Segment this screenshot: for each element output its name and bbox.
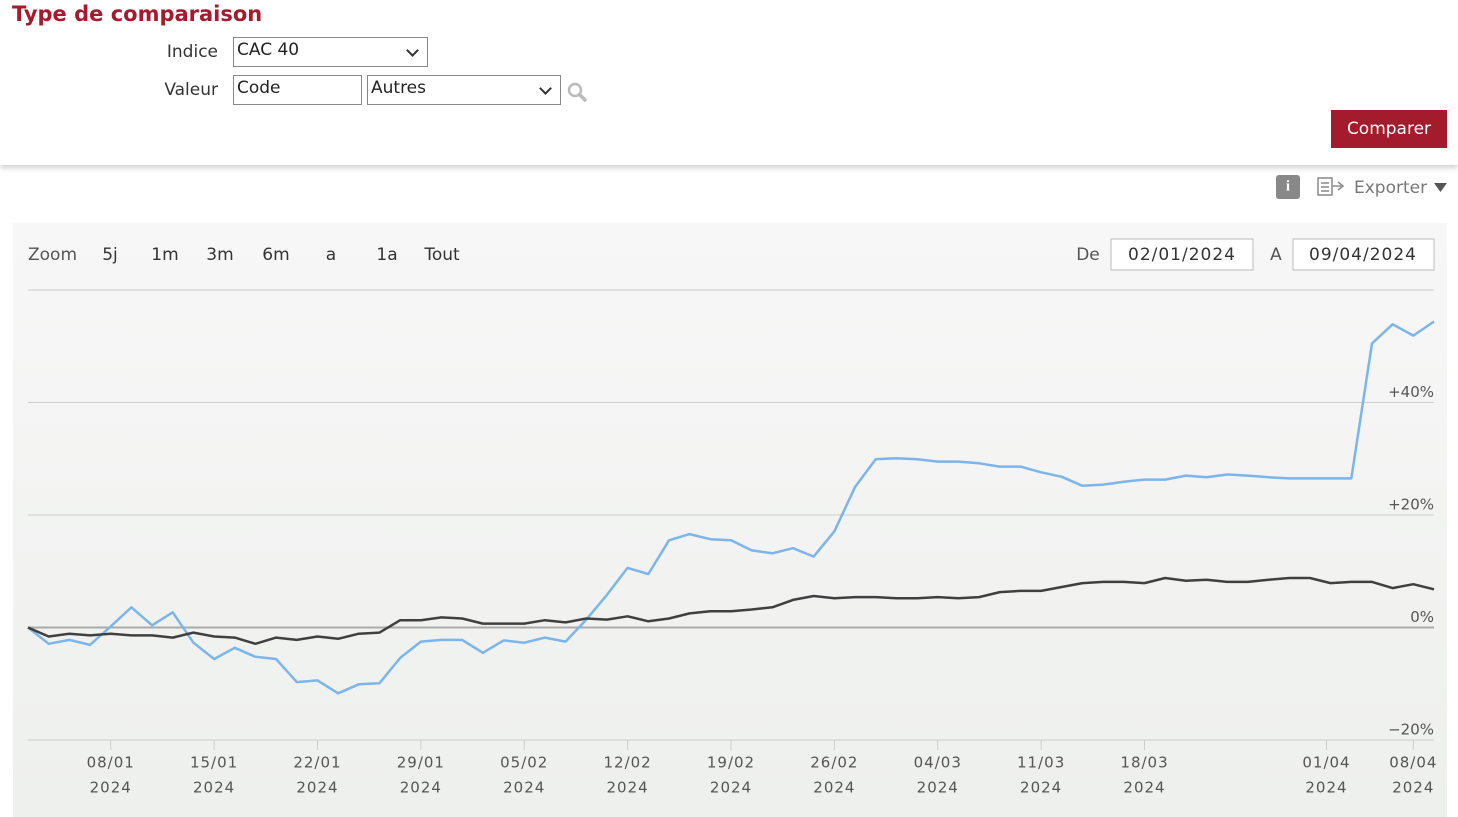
zoom-button[interactable]: 1m bbox=[151, 245, 178, 265]
x-tick-year: 2024 bbox=[1020, 779, 1062, 797]
x-tick-label: 04/03 bbox=[914, 754, 962, 772]
x-tick-label: 12/02 bbox=[604, 754, 652, 772]
x-tick-label: 08/04 bbox=[1389, 754, 1437, 772]
indice-select[interactable]: CAC 40 bbox=[233, 37, 428, 67]
x-tick-year: 2024 bbox=[607, 779, 649, 797]
from-input[interactable] bbox=[1110, 238, 1254, 271]
indice-label: Indice bbox=[166, 42, 218, 62]
y-tick-label: +40% bbox=[1388, 383, 1434, 401]
x-tick-year: 2024 bbox=[917, 779, 959, 797]
series-line bbox=[27, 576, 1435, 646]
x-tick-label: 29/01 bbox=[397, 754, 445, 772]
x-tick-year: 2024 bbox=[813, 779, 855, 797]
y-tick-label: +20% bbox=[1388, 496, 1434, 514]
chart-panel bbox=[13, 223, 1447, 817]
indice-value: CAC 40 bbox=[237, 40, 300, 60]
code-value: Code bbox=[237, 78, 281, 98]
x-tick-year: 2024 bbox=[1123, 779, 1165, 797]
x-tick-label: 11/03 bbox=[1017, 754, 1065, 772]
zoom-button[interactable]: a bbox=[326, 245, 336, 265]
export-icon[interactable] bbox=[1317, 177, 1345, 196]
x-tick-year: 2024 bbox=[1305, 779, 1347, 797]
zoom-button[interactable]: 1a bbox=[376, 245, 397, 265]
x-tick-label: 26/02 bbox=[810, 754, 858, 772]
zoom-label: Zoom bbox=[28, 245, 77, 265]
to-label: A bbox=[1270, 245, 1282, 265]
export-label[interactable]: Exporter bbox=[1354, 178, 1427, 198]
x-tick-year: 2024 bbox=[90, 779, 132, 797]
x-tick-year: 2024 bbox=[296, 779, 338, 797]
zoom-button[interactable]: 3m bbox=[206, 245, 233, 265]
zoom-button[interactable]: Tout bbox=[423, 245, 460, 265]
to-input[interactable] bbox=[1292, 238, 1435, 271]
code-input[interactable]: Code bbox=[233, 75, 362, 105]
x-tick-label: 15/01 bbox=[190, 754, 238, 772]
series-line bbox=[27, 320, 1435, 695]
compare-button[interactable]: Comparer bbox=[1331, 110, 1447, 148]
x-tick-year: 2024 bbox=[1392, 779, 1434, 797]
export-arrow[interactable] bbox=[1434, 183, 1447, 192]
info-glyph: i bbox=[1286, 178, 1290, 194]
x-tick-label: 19/02 bbox=[707, 754, 755, 772]
autres-select[interactable]: Autres bbox=[367, 75, 561, 105]
from-date: 02/01/2024 bbox=[1128, 245, 1236, 265]
x-tick-label: 18/03 bbox=[1120, 754, 1168, 772]
search-icon[interactable] bbox=[567, 82, 589, 104]
x-tick-label: 22/01 bbox=[293, 754, 341, 772]
to-date: 09/04/2024 bbox=[1309, 245, 1417, 265]
panel-title: Type de comparaison bbox=[12, 2, 263, 26]
x-tick-year: 2024 bbox=[193, 779, 235, 797]
from-label: De bbox=[1076, 245, 1100, 265]
x-tick-label: 05/02 bbox=[500, 754, 548, 772]
info-icon[interactable] bbox=[1276, 175, 1300, 199]
autres-value: Autres bbox=[371, 78, 427, 98]
zoom-button[interactable]: 6m bbox=[262, 245, 289, 265]
x-tick-year: 2024 bbox=[710, 779, 752, 797]
x-tick-label: 01/04 bbox=[1302, 754, 1350, 772]
x-tick-label: 08/01 bbox=[87, 754, 135, 772]
y-tick-label: −20% bbox=[1388, 721, 1434, 739]
x-tick-year: 2024 bbox=[400, 779, 442, 797]
zoom-button[interactable]: 5j bbox=[102, 245, 118, 265]
y-tick-label: 0% bbox=[1410, 608, 1434, 626]
valeur-label: Valeur bbox=[164, 80, 218, 100]
comparison-panel: Type de comparaison Indice CAC 40 Valeur… bbox=[0, 0, 1458, 165]
x-tick-year: 2024 bbox=[503, 779, 545, 797]
